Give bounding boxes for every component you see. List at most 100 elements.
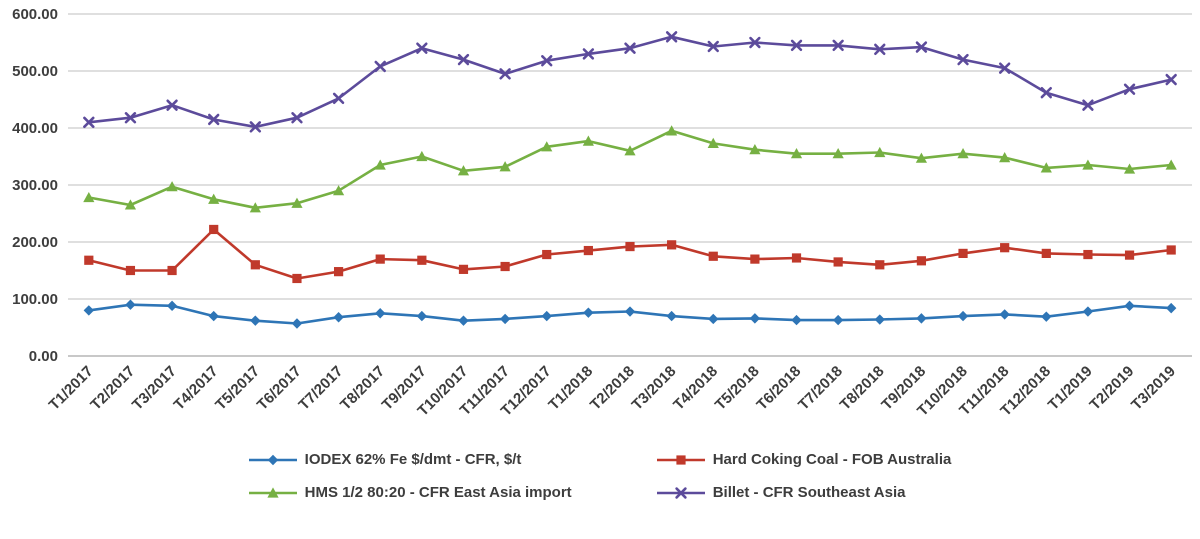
triangle-marker-icon [999,152,1011,163]
square-marker-icon [500,261,510,272]
diamond-marker-icon [291,318,303,329]
x-axis-tick-label: T3/2019 [1128,363,1179,414]
square-marker-icon [625,241,635,252]
triangle-marker-icon [332,185,345,196]
diamond-marker-icon [208,310,219,322]
triangle-marker-icon [582,135,594,146]
legend-item: Billet - CFR Southeast Asia [656,484,952,501]
x-marker-icon [1123,83,1136,95]
x-axis-tick-label: T2/2019 [1086,363,1137,414]
triangle-marker-icon [83,191,95,203]
x-marker-icon [624,42,636,54]
triangle-marker-icon [374,159,386,170]
diamond-marker-icon [708,313,719,325]
legend-marker-icon [248,486,297,498]
x-marker-icon [374,60,386,73]
diamond-marker-icon [375,308,386,319]
y-axis-tick-label: 200.00 [12,234,58,251]
legend-marker-icon [656,486,705,499]
line-chart: 0.00 100.00 200.00 300.00 400.00 500.00 600.00… [12,6,1192,420]
x-marker-icon [208,113,220,126]
y-axis-tick-label: 100.00 [12,291,58,308]
diamond-marker-icon [250,315,261,326]
diamond-marker-icon [916,313,927,324]
x-axis-tick-label: T1/2018 [545,363,596,414]
triangle-marker-icon [499,161,511,172]
x-marker-icon [665,31,678,43]
diamond-marker-icon [1165,302,1177,314]
triangle-marker-icon [416,150,428,162]
triangle-marker-icon [208,193,220,204]
legend-marker-icon [656,454,705,465]
square-marker-icon [1083,249,1093,260]
diamond-marker-icon [83,305,95,316]
x-axis-tick-label: T7/2017 [295,363,346,414]
diamond-marker-icon [666,310,677,322]
x-axis-tick-label: T1/2017 [46,363,97,414]
diamond-marker-icon [1124,300,1135,312]
legend: IODEX 62% Fe $/dmt - CFR, $/t Hard Coking… [0,451,1200,501]
triangle-marker-icon [666,125,678,136]
triangle-marker-icon [124,199,137,210]
x-axis-tick-label: T6/2017 [254,363,305,414]
triangle-marker-icon [1123,163,1136,174]
legend-item: Hard Coking Coal - FOB Australia [656,451,952,468]
square-marker-icon [167,265,177,276]
diamond-marker-icon [749,313,761,324]
x-axis-tick-label: T4/2017 [171,363,222,414]
square-marker-icon [833,257,843,267]
triangle-marker-icon [957,148,969,159]
diamond-marker-icon [416,310,428,322]
square-marker-icon [667,240,677,250]
diamond-marker-icon [874,314,885,325]
x-marker-icon [707,40,719,53]
square-marker-icon [250,260,260,270]
triangle-marker-icon [457,165,470,176]
diamond-marker-icon [166,300,178,312]
square-marker-icon [292,273,302,284]
square-marker-icon [958,248,968,258]
triangle-marker-icon [267,486,279,498]
triangle-marker-icon [1040,162,1052,173]
x-marker-icon [582,48,595,60]
square-marker-icon [708,251,718,261]
legend-marker-icon [248,454,297,465]
series-line [87,35,1173,129]
square-marker-icon [125,265,136,276]
square-marker-icon [375,254,385,264]
x-axis-tick-label: T6/2018 [753,363,804,414]
x-marker-icon [832,39,844,52]
square-marker-icon [583,245,593,256]
diamond-marker-icon [957,310,969,322]
diamond-marker-icon [1082,306,1094,317]
diamond-marker-icon [541,310,552,322]
square-marker-icon [333,267,344,277]
x-marker-icon [874,43,886,56]
x-axis-tick-label: T8/2018 [837,363,888,414]
diamond-marker-icon [267,454,278,465]
square-marker-icon [209,224,219,235]
x-marker-icon [166,99,178,111]
y-axis-tick-label: 600.00 [12,6,58,23]
square-marker-icon [458,264,469,274]
triangle-marker-icon [874,146,886,158]
diamond-marker-icon [583,307,594,318]
legend-item: HMS 1/2 80:20 - CFR East Asia import [248,484,572,501]
x-axis-tick-label: T5/2018 [712,363,763,414]
square-marker-icon [1166,245,1176,255]
triangle-marker-icon [790,148,803,159]
diamond-marker-icon [791,314,802,326]
x-marker-icon [416,42,428,54]
triangle-marker-icon [541,141,553,152]
triangle-marker-icon [249,202,261,213]
x-marker-icon [749,36,761,49]
diamond-marker-icon [458,315,469,326]
diamond-marker-icon [999,309,1010,320]
square-marker-icon [916,256,927,266]
triangle-marker-icon [166,181,178,192]
triangle-marker-icon [624,145,636,156]
x-axis-tick-label: T7/2018 [795,363,846,414]
series-line [87,129,1173,210]
triangle-marker-icon [707,137,719,148]
legend-label: Hard Coking Coal - FOB Australia [712,451,952,468]
